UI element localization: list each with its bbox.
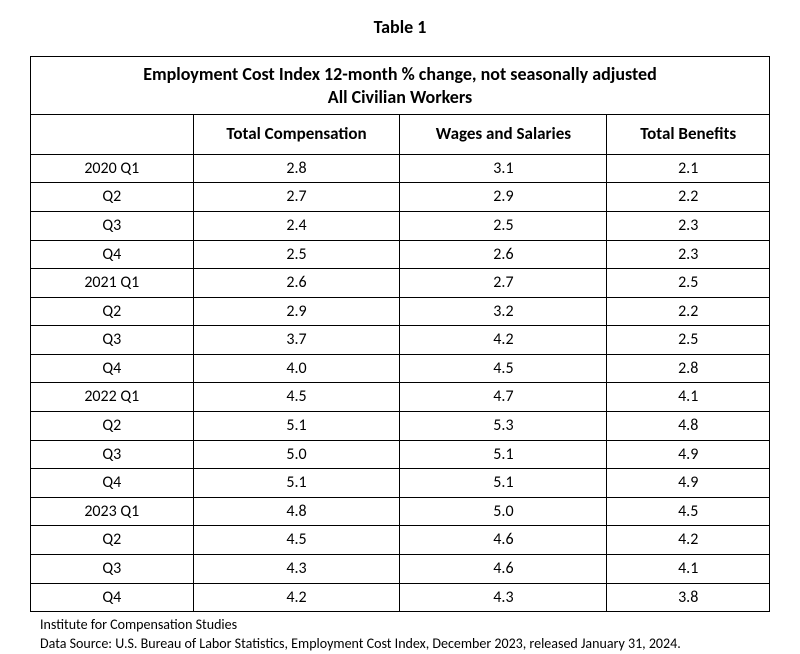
footnote-institute: Institute for Compensation Studies [40, 616, 770, 635]
table-title-cell: Employment Cost Index 12-month % change,… [31, 57, 770, 115]
benefits-cell: 4.1 [607, 555, 770, 584]
period-cell: Q2 [31, 297, 194, 326]
total-comp-cell: 4.5 [193, 383, 400, 412]
total-comp-cell: 2.4 [193, 211, 400, 240]
benefits-cell: 4.8 [607, 412, 770, 441]
period-cell: 2021 Q1 [31, 269, 194, 298]
wages-cell: 2.5 [400, 211, 607, 240]
total-comp-cell: 4.3 [193, 555, 400, 584]
total-comp-cell: 2.8 [193, 154, 400, 183]
period-cell: 2022 Q1 [31, 383, 194, 412]
footnotes: Institute for Compensation Studies Data … [30, 616, 770, 654]
table-row: Q32.42.52.3 [31, 211, 770, 240]
benefits-cell: 2.1 [607, 154, 770, 183]
total-comp-cell: 2.9 [193, 297, 400, 326]
table-row: Q35.05.14.9 [31, 440, 770, 469]
period-cell: Q3 [31, 555, 194, 584]
total-comp-cell: 4.8 [193, 497, 400, 526]
benefits-cell: 4.9 [607, 469, 770, 498]
eci-table: Employment Cost Index 12-month % change,… [30, 56, 770, 612]
table-row: Q44.24.33.8 [31, 583, 770, 612]
period-cell: Q4 [31, 354, 194, 383]
wages-cell: 5.1 [400, 469, 607, 498]
page: Table 1 Employment Cost Index 12-month %… [0, 0, 800, 637]
table-body: Employment Cost Index 12-month % change,… [31, 57, 770, 612]
wages-cell: 5.3 [400, 412, 607, 441]
table-row: Q42.52.62.3 [31, 240, 770, 269]
table-row: 2020 Q12.83.12.1 [31, 154, 770, 183]
wages-cell: 4.2 [400, 326, 607, 355]
benefits-cell: 2.5 [607, 269, 770, 298]
period-cell: Q2 [31, 412, 194, 441]
table-row: Q24.54.64.2 [31, 526, 770, 555]
table-row: Q34.34.64.1 [31, 555, 770, 584]
benefits-cell: 2.2 [607, 183, 770, 212]
period-cell: Q2 [31, 183, 194, 212]
benefits-cell: 4.9 [607, 440, 770, 469]
wages-cell: 2.6 [400, 240, 607, 269]
period-cell: 2020 Q1 [31, 154, 194, 183]
total-comp-cell: 4.2 [193, 583, 400, 612]
table-row: Q45.15.14.9 [31, 469, 770, 498]
total-comp-cell: 5.0 [193, 440, 400, 469]
period-cell: Q3 [31, 211, 194, 240]
period-cell: Q3 [31, 326, 194, 355]
wages-cell: 4.6 [400, 555, 607, 584]
period-cell: Q3 [31, 440, 194, 469]
total-comp-cell: 3.7 [193, 326, 400, 355]
wages-cell: 4.7 [400, 383, 607, 412]
wages-cell: 5.0 [400, 497, 607, 526]
wages-cell: 3.1 [400, 154, 607, 183]
table-row: 2023 Q14.85.04.5 [31, 497, 770, 526]
table-title-line1: Employment Cost Index 12-month % change,… [143, 63, 657, 85]
total-comp-cell: 4.0 [193, 354, 400, 383]
benefits-cell: 2.2 [607, 297, 770, 326]
wages-cell: 3.2 [400, 297, 607, 326]
benefits-cell: 4.5 [607, 497, 770, 526]
period-cell: Q4 [31, 583, 194, 612]
total-comp-cell: 2.5 [193, 240, 400, 269]
table-row: Q33.74.22.5 [31, 326, 770, 355]
wages-cell: 4.3 [400, 583, 607, 612]
col-header-benefits: Total Benefits [607, 114, 770, 154]
benefits-cell: 2.3 [607, 240, 770, 269]
table-row: Q25.15.34.8 [31, 412, 770, 441]
wages-cell: 5.1 [400, 440, 607, 469]
col-header-wages: Wages and Salaries [400, 114, 607, 154]
table-row: 2022 Q14.54.74.1 [31, 383, 770, 412]
period-cell: Q4 [31, 469, 194, 498]
col-header-total-comp: Total Compensation [193, 114, 400, 154]
period-cell: 2023 Q1 [31, 497, 194, 526]
total-comp-cell: 2.6 [193, 269, 400, 298]
table-row: Q22.72.92.2 [31, 183, 770, 212]
table-title-line2: All Civilian Workers [328, 86, 472, 108]
benefits-cell: 4.1 [607, 383, 770, 412]
footnote-source: Data Source: U.S. Bureau of Labor Statis… [40, 635, 770, 654]
benefits-cell: 4.2 [607, 526, 770, 555]
wages-cell: 4.5 [400, 354, 607, 383]
wages-cell: 2.9 [400, 183, 607, 212]
benefits-cell: 3.8 [607, 583, 770, 612]
benefits-cell: 2.8 [607, 354, 770, 383]
wages-cell: 2.7 [400, 269, 607, 298]
column-header-row: Total Compensation Wages and Salaries To… [31, 114, 770, 154]
table-title-row: Employment Cost Index 12-month % change,… [31, 57, 770, 115]
table-row: Q22.93.22.2 [31, 297, 770, 326]
benefits-cell: 2.3 [607, 211, 770, 240]
period-cell: Q2 [31, 526, 194, 555]
benefits-cell: 2.5 [607, 326, 770, 355]
table-row: Q44.04.52.8 [31, 354, 770, 383]
period-cell: Q4 [31, 240, 194, 269]
total-comp-cell: 5.1 [193, 412, 400, 441]
col-header-period [31, 114, 194, 154]
table-row: 2021 Q12.62.72.5 [31, 269, 770, 298]
total-comp-cell: 2.7 [193, 183, 400, 212]
table-number: Table 1 [30, 16, 770, 38]
total-comp-cell: 4.5 [193, 526, 400, 555]
wages-cell: 4.6 [400, 526, 607, 555]
total-comp-cell: 5.1 [193, 469, 400, 498]
